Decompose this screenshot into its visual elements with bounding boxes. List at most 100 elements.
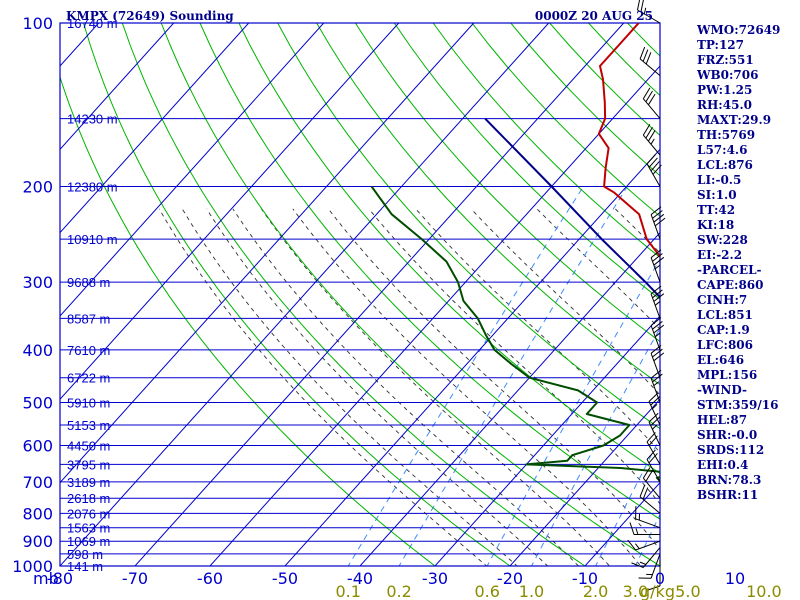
- height-label: 3795 m: [67, 457, 110, 472]
- sounding-index: MAXT:29.9: [697, 113, 772, 127]
- pressure-label: 600: [22, 437, 53, 456]
- height-label: 8587 m: [67, 311, 110, 326]
- isotherm-line: [60, 23, 475, 484]
- mixing-ratio-label: 3.0: [623, 582, 648, 600]
- plot-area: [60, 23, 660, 566]
- sounding-index: TH:5769: [697, 128, 756, 142]
- dry-adiabat-line: [393, 23, 660, 300]
- temperature-label: -80: [47, 569, 73, 588]
- sounding-index: BSHR:11: [697, 488, 759, 502]
- parcel-path-line: [484, 117, 660, 299]
- wind-barb: [639, 46, 661, 76]
- pressure-label: 800: [22, 504, 53, 523]
- temperature-label: -50: [272, 569, 298, 588]
- chart-title: KMPX (72649) Sounding: [66, 9, 234, 23]
- sounding-index: L57:4.6: [697, 143, 748, 157]
- mixing-ratio-unit-label: g/kg: [640, 582, 675, 600]
- isotherm-line: [509, 398, 660, 566]
- moist-adiabat-line: [261, 208, 611, 566]
- height-label: 10910 m: [67, 232, 118, 247]
- sounding-index: SRDS:112: [697, 443, 765, 457]
- height-label: 7610 m: [67, 343, 110, 358]
- sounding-index: EI:-2.2: [697, 248, 743, 262]
- wind-barb: [642, 467, 661, 499]
- temperature-label: -20: [497, 569, 523, 588]
- sounding-index: STM:359/16: [697, 398, 779, 412]
- moist-adiabat-line: [292, 208, 642, 566]
- isotherm-line: [434, 315, 660, 566]
- moist-adiabat-line: [328, 208, 660, 551]
- mixing-ratio-line: [347, 186, 584, 566]
- sounding-index: WB0:706: [697, 68, 759, 82]
- wind-barb: [650, 249, 665, 283]
- dry-adiabat-line: [83, 23, 511, 566]
- isotherm-line: [60, 23, 325, 317]
- pressure-label: 200: [22, 178, 53, 197]
- wind-barb: [650, 285, 665, 319]
- sounding-index: -WIND-: [697, 383, 747, 397]
- sounding-index: HEL:87: [697, 413, 748, 427]
- sounding-index: FRZ:551: [697, 53, 754, 67]
- temperature-profile-line: [597, 23, 660, 259]
- pressure-label: 700: [22, 473, 53, 492]
- temperature-label: -60: [197, 569, 223, 588]
- isotherm-line: [209, 65, 660, 566]
- moist-adiabat-line: [470, 208, 660, 396]
- height-label: 16740 m: [67, 16, 118, 31]
- sounding-indices-list: WMO:72649 TP:127 FRZ:551 WB0:706 PW:1.25 RH:4…: [697, 23, 780, 503]
- wind-barb: [637, 0, 661, 24]
- sounding-index: LCL:876: [697, 158, 753, 172]
- mixing-ratio-label: 0.2: [386, 582, 411, 600]
- sounding-index: MPL:156: [697, 368, 758, 382]
- dewpoint-profile-line: [370, 185, 660, 483]
- sounding-index: LFC:806: [697, 338, 753, 352]
- sounding-index: -PARCEL-: [697, 263, 762, 277]
- pressure-label: 900: [22, 532, 53, 551]
- sounding-index: SHR:-0.0: [697, 428, 758, 442]
- dry-adiabat-line: [783, 23, 800, 578]
- dry-adiabat-line: [60, 75, 436, 566]
- mixing-ratio-line: [530, 327, 660, 566]
- wind-barb: [646, 449, 661, 483]
- sounding-index: TP:127: [697, 38, 745, 52]
- valid-time: 0000Z 20 AUG 25: [535, 9, 653, 23]
- mixing-ratio-label: 0.6: [474, 582, 499, 600]
- sounding-index: RH:45.0: [697, 98, 752, 112]
- pressure-label: 300: [22, 273, 53, 292]
- sounding-index: CAP:1.9: [697, 323, 750, 337]
- isotherm-line: [60, 23, 175, 151]
- wind-barb: [627, 539, 661, 551]
- temperature-label: -40: [347, 569, 373, 588]
- sounding-index: KI:18: [697, 218, 735, 232]
- wind-barb: [650, 369, 663, 403]
- mixing-ratio-line: [634, 513, 660, 566]
- isotherm-line: [60, 23, 250, 234]
- mixing-ratio-line: [486, 258, 660, 566]
- pressure-unit-label: mb: [33, 569, 59, 588]
- temperature-label: -70: [122, 569, 148, 588]
- height-label: 1563 m: [67, 521, 110, 536]
- pressure-label: 1000: [12, 557, 53, 576]
- sounding-index: CAPE:860: [697, 278, 764, 292]
- height-label: 9688 m: [67, 275, 110, 290]
- wind-barb: [635, 506, 661, 529]
- sounding-index: SI:1.0: [697, 188, 737, 202]
- sounding-index: SW:228: [697, 233, 748, 247]
- pressure-label: 100: [22, 14, 53, 33]
- height-label: 1069 m: [67, 534, 110, 549]
- isotherm-line: [60, 23, 550, 566]
- wind-barb: [639, 484, 661, 514]
- dry-adiabat-line: [277, 23, 660, 430]
- isotherm-line: [359, 231, 660, 566]
- moist-adiabat-line: [206, 208, 549, 566]
- height-label: 5153 m: [67, 418, 110, 433]
- mixing-ratio-label: 10.0: [746, 582, 782, 600]
- height-label: 598 m: [67, 547, 103, 562]
- pressure-label: 400: [22, 341, 53, 360]
- height-label: 14230 m: [67, 112, 118, 127]
- dry-adiabat-line: [316, 23, 660, 386]
- height-label: 12380 m: [67, 180, 118, 195]
- moist-adiabat-line: [232, 208, 580, 566]
- temperature-label: -10: [572, 569, 598, 588]
- dry-adiabat-line: [354, 23, 660, 343]
